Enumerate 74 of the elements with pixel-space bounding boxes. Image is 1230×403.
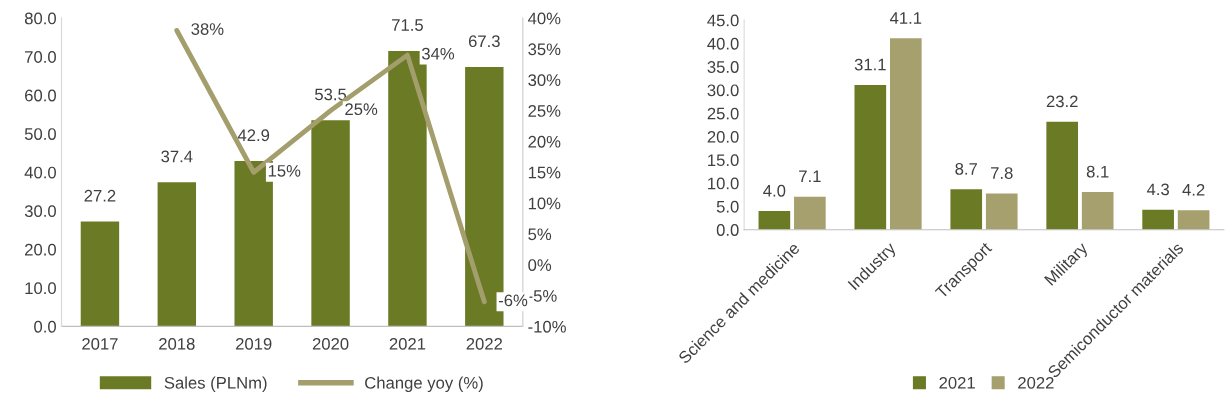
y-tick-label: 40.0 [707, 37, 739, 50]
data-label: 34% [421, 47, 455, 60]
y2-tick-label: 25% [528, 105, 561, 117]
data-label: 37.4 [161, 150, 193, 163]
y-tick-label: 35.0 [707, 61, 739, 73]
bar [889, 38, 922, 230]
x-tick-label: 2020 [312, 337, 349, 350]
y-tick-label: 30.0 [707, 84, 739, 97]
y-tick-label: 20.0 [707, 130, 739, 143]
x-tick-label: 2018 [159, 337, 195, 350]
y-tick-label: 0.0 [34, 320, 56, 333]
bar [794, 196, 826, 230]
y-tick-label: 30.0 [24, 205, 56, 218]
legend-label: 2021 [939, 376, 975, 389]
y-tick-label: 80.0 [24, 12, 56, 25]
bar [1177, 210, 1210, 230]
data-label: 4.2 [1182, 183, 1205, 196]
y-tick-label: 20.0 [25, 243, 56, 256]
data-label: 23.2 [1046, 95, 1078, 108]
y-tick-label: 0.0 [716, 224, 739, 236]
legend-label: Sales (PLNm) [164, 376, 267, 393]
data-label: 8.1 [1086, 165, 1109, 178]
bar [985, 193, 1018, 230]
y2-tick-label: 30% [528, 74, 561, 86]
data-label: 71.5 [392, 19, 423, 31]
bar [950, 189, 983, 230]
y2-tick-label: 0% [528, 259, 552, 271]
y-tick-label: 45.0 [707, 14, 739, 27]
data-label: 31.1 [854, 58, 886, 71]
data-label: 4.3 [1146, 183, 1169, 196]
y-tick-label: 10.0 [25, 282, 56, 295]
y-tick-label: 10.0 [708, 177, 739, 190]
y2-tick-label: 20% [528, 135, 561, 148]
bar [311, 120, 350, 327]
y-tick-label: 25.0 [707, 107, 739, 120]
bar [758, 211, 791, 230]
data-label: 53.5 [315, 88, 347, 101]
data-label: 38% [191, 23, 224, 35]
x-tick-label: 2017 [82, 337, 118, 350]
bar [1046, 121, 1079, 230]
y2-tick-label: 35% [528, 43, 561, 56]
y2-tick-label: 40% [527, 12, 561, 25]
y-tick-label: 5.0 [716, 200, 739, 213]
data-label: 15% [268, 165, 301, 177]
x-tick-label: 2022 [466, 337, 503, 350]
y-tick-label: 40.0 [24, 166, 56, 179]
y-tick-label: 70.0 [25, 51, 56, 63]
bar [80, 221, 120, 327]
data-label: 25% [345, 103, 378, 116]
bar [157, 182, 197, 327]
y-tick-label: 60.0 [25, 89, 56, 102]
y-tick-label: 50.0 [24, 128, 56, 140]
y2-tick-label: 5% [528, 228, 552, 241]
data-label: -6% [498, 294, 528, 307]
x-tick-label: 2019 [235, 337, 272, 350]
data-label: 7.8 [991, 167, 1013, 179]
x-tick-label: 2021 [389, 337, 426, 350]
bar [1142, 209, 1174, 230]
bar [854, 84, 887, 230]
data-label: 42.9 [237, 129, 270, 142]
y2-tick-label: 15% [528, 166, 561, 179]
legend-label: Change yoy (%) [365, 376, 483, 393]
bar [1081, 191, 1114, 230]
data-label: 8.7 [955, 162, 977, 175]
data-label: 41.1 [889, 12, 922, 24]
y-tick-label: 15.0 [708, 154, 739, 167]
data-label: 4.0 [763, 184, 786, 197]
y2-tick-label: 10% [528, 197, 561, 210]
legend-label: 2022 [1018, 376, 1054, 389]
y2-tick-label: -10% [528, 320, 566, 333]
data-label: 7.1 [799, 170, 821, 183]
data-label: 67.3 [468, 35, 500, 48]
data-label: 27.2 [84, 189, 116, 202]
y2-tick-label: -5% [528, 290, 557, 302]
